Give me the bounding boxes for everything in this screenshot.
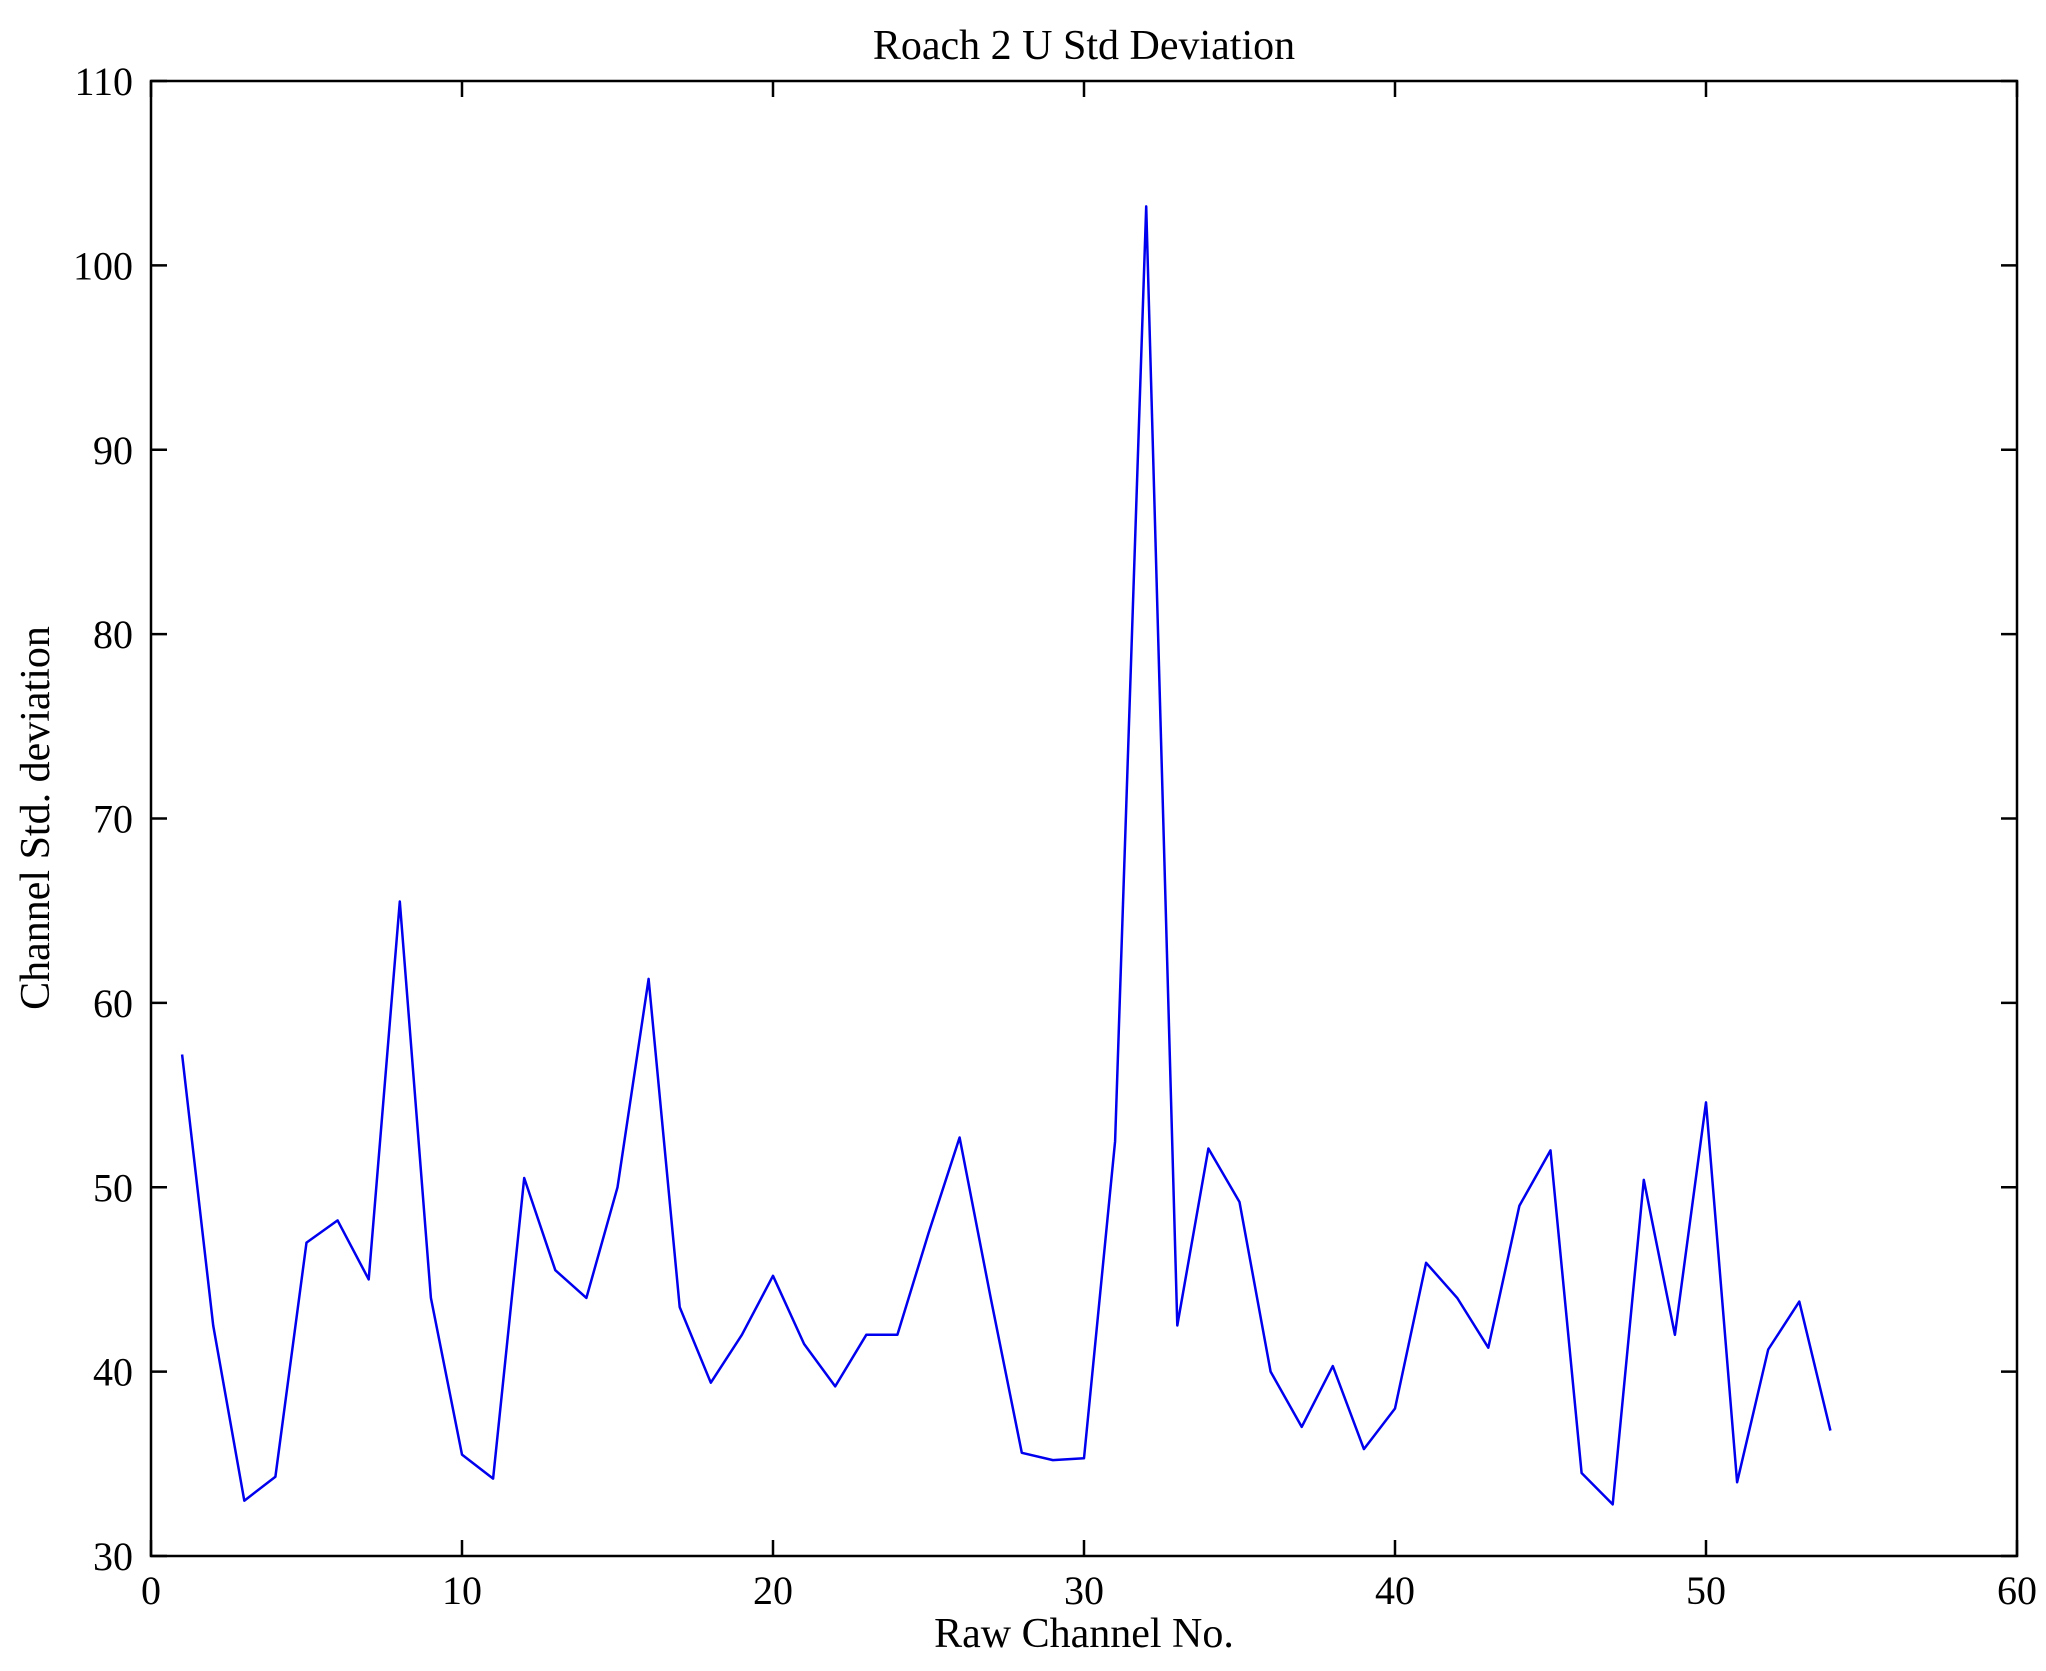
y-tick-label: 70 [93,797,133,842]
y-tick-label: 50 [93,1165,133,1210]
x-tick-label: 60 [1997,1568,2037,1613]
y-tick-label: 40 [93,1350,133,1395]
y-tick-label: 110 [74,59,133,104]
y-tick-label: 60 [93,981,133,1026]
y-tick-label: 90 [93,428,133,473]
y-tick-label: 30 [93,1534,133,1579]
chart-title: Roach 2 U Std Deviation [872,23,1296,69]
x-axis-label: Raw Channel No. [934,1611,1234,1657]
axes-frame [149,79,2019,1558]
y-tick-label: 100 [73,243,133,288]
data-series-line [180,205,1832,1506]
y-tick-label: 80 [93,612,133,657]
x-tick-label: 0 [141,1568,161,1613]
x-tick-label: 40 [1375,1568,1415,1613]
x-tick-label: 20 [753,1568,793,1613]
x-tick-label: 10 [442,1568,482,1613]
x-tick-label: 50 [1686,1568,1726,1613]
x-tick-label: 30 [1064,1568,1104,1613]
